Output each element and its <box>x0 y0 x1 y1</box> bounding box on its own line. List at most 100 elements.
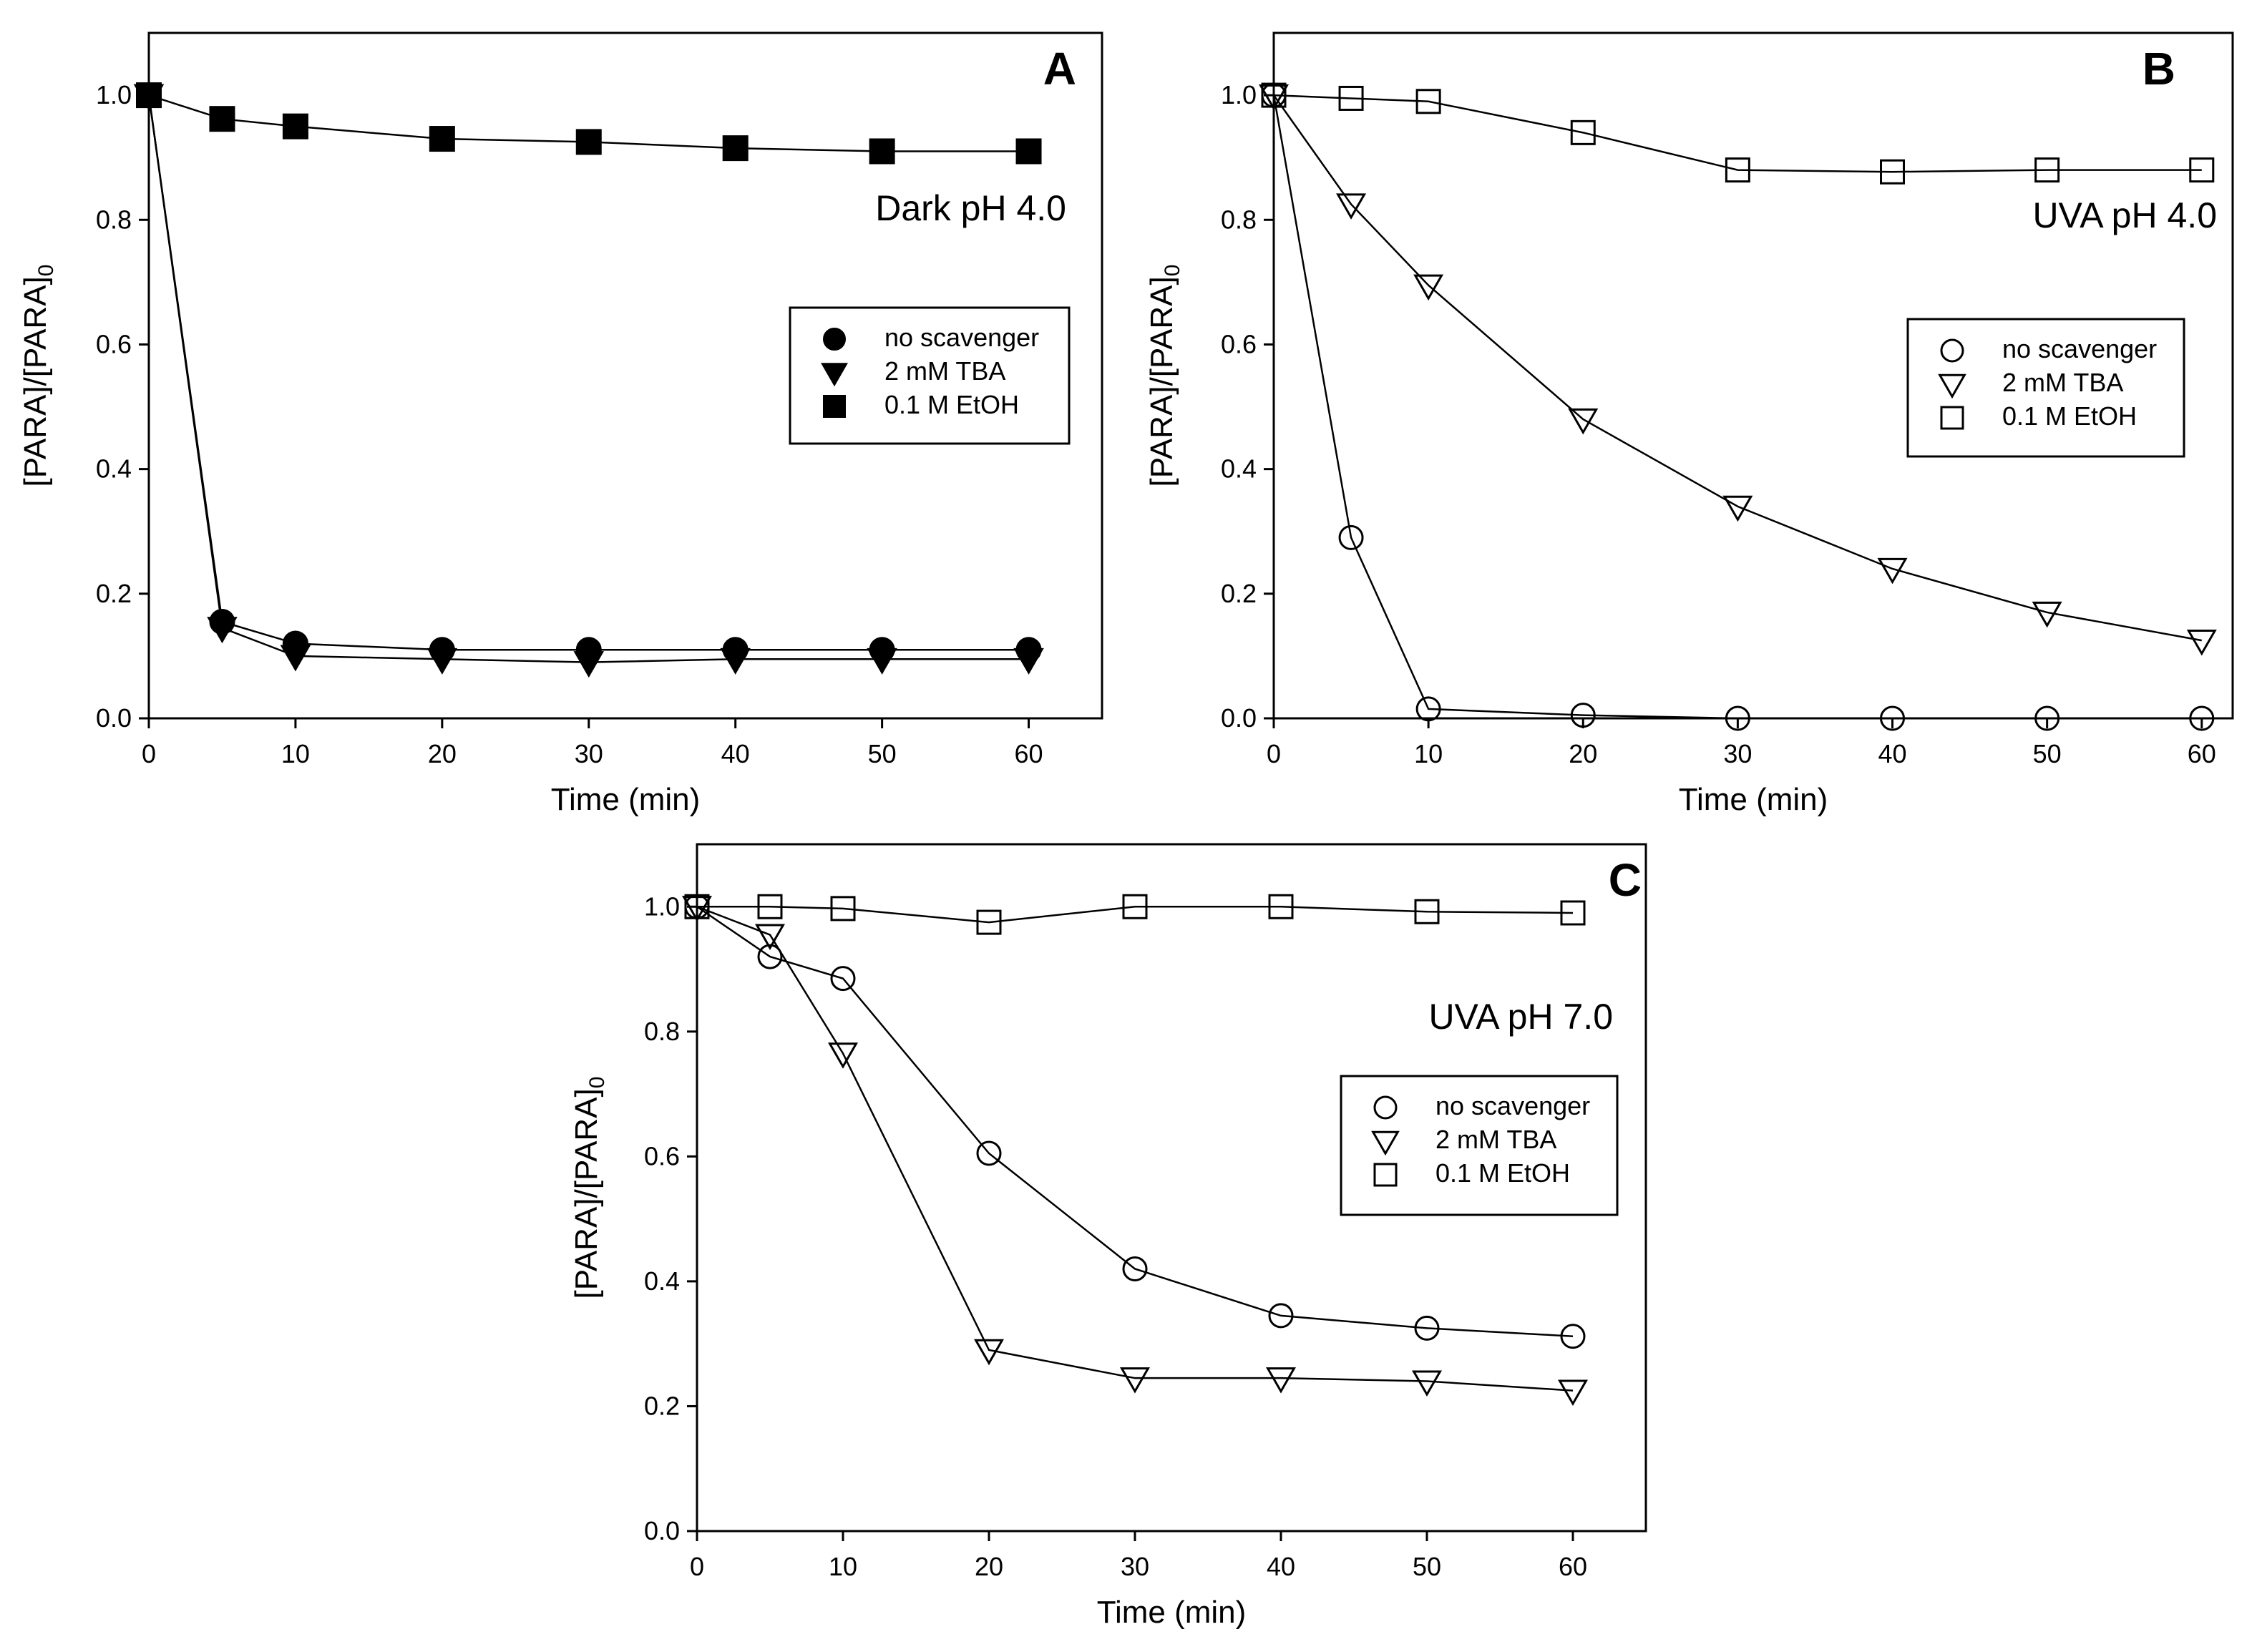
y-tick-label: 0.8 <box>96 205 132 234</box>
x-tick-label: 40 <box>1878 739 1906 768</box>
x-tick-label: 20 <box>1569 739 1597 768</box>
data-point <box>1261 82 1287 108</box>
y-axis-label-subscript: 0 <box>34 265 58 277</box>
x-tick-label: 40 <box>721 739 750 768</box>
series-no-scavenger <box>1261 82 2215 731</box>
x-axis-label: Time (min) <box>551 782 701 817</box>
y-tick-label: 0.8 <box>1221 205 1257 234</box>
data-point <box>426 647 458 675</box>
legend-marker <box>1373 1095 1398 1120</box>
legend-marker <box>1940 338 1964 363</box>
legend: no scavenger 2 mM TBA 0.1 M EtOH <box>1340 1075 1619 1216</box>
condition-label: UVA pH 7.0 <box>1428 997 1613 1037</box>
legend-marker <box>1373 1163 1398 1187</box>
data-point <box>682 896 712 922</box>
data-point <box>1722 495 1753 522</box>
series-line <box>1273 94 2202 173</box>
data-point <box>2034 157 2060 183</box>
legend-entry: 2 mM TBA <box>2002 368 2123 397</box>
data-point <box>1570 703 1596 728</box>
data-point <box>429 126 455 152</box>
data-point <box>974 1339 1004 1366</box>
y-tick-label: 0.2 <box>644 1391 680 1420</box>
data-point <box>722 135 749 162</box>
data-point <box>1268 1303 1294 1329</box>
series-line <box>696 906 1574 1392</box>
data-point <box>573 651 605 678</box>
data-point <box>869 138 895 165</box>
x-tick-label: 60 <box>2188 739 2216 768</box>
y-tick-label: 0.6 <box>96 329 132 358</box>
x-tick-label: 50 <box>1413 1552 1441 1581</box>
x-axis-label: Time (min) <box>1097 1595 1247 1630</box>
series-0-1-m-etoh <box>136 82 1042 165</box>
y-tick-label: 0.4 <box>644 1266 680 1296</box>
data-point <box>1560 900 1586 926</box>
data-point <box>1268 894 1294 919</box>
data-point <box>1336 193 1367 220</box>
legend-entry: no scavenger <box>884 323 1039 352</box>
series-2-mm-tba <box>1259 84 2217 656</box>
legend-entry: 2 mM TBA <box>884 356 1005 386</box>
x-tick-label: 0 <box>142 739 156 768</box>
x-tick-label: 60 <box>1015 739 1043 768</box>
data-point <box>1120 1367 1150 1394</box>
panel-letter: B <box>2143 43 2175 94</box>
data-point <box>757 944 783 969</box>
y-tick-label: 0.6 <box>644 1141 680 1170</box>
data-point <box>1725 157 1750 183</box>
y-tick-label: 0.0 <box>644 1516 680 1545</box>
legend-marker <box>823 395 846 418</box>
legend-marker <box>1940 406 1964 430</box>
data-point <box>1412 1370 1442 1397</box>
data-point <box>2189 705 2215 731</box>
data-point <box>1415 696 1441 722</box>
data-point <box>2186 630 2217 656</box>
data-point <box>1414 899 1440 924</box>
y-tick-label: 0.0 <box>96 703 132 733</box>
data-point <box>1013 647 1044 675</box>
panel-a: 0.0 0.2 0.4 0.6 0.8 1.0 0 10 20 30 40 50 60 Time (min… <box>18 31 1103 817</box>
data-point <box>976 1140 1002 1166</box>
x-tick-label: 30 <box>1121 1552 1149 1581</box>
data-point <box>684 894 710 919</box>
data-point <box>1725 705 1750 731</box>
data-point <box>2032 601 2062 628</box>
data-point <box>1015 138 1042 165</box>
condition-label: Dark pH 4.0 <box>875 188 1066 228</box>
legend-box <box>1906 318 2185 458</box>
y-tick-label: 1.0 <box>644 891 680 921</box>
x-tick-label: 0 <box>1267 739 1281 768</box>
legend-entry: 0.1 M EtOH <box>884 390 1019 419</box>
data-point <box>757 894 783 919</box>
plot-frame <box>147 31 1103 720</box>
data-point <box>1560 1324 1586 1349</box>
y-axis-label-subscript: 0 <box>585 1077 609 1089</box>
data-point <box>209 106 235 132</box>
y-tick-label: 0.8 <box>644 1017 680 1046</box>
legend: no scavenger 2 mM TBA 0.1 M EtOH <box>1906 318 2185 458</box>
data-point <box>1880 159 1906 185</box>
y-tick-label: 0.2 <box>96 579 132 608</box>
y-axis-label-main: [PARA]/[PARA] <box>1144 276 1179 487</box>
x-tick-label: 20 <box>428 739 457 768</box>
panel-letter: A <box>1043 43 1076 94</box>
series-line <box>696 906 1574 1337</box>
x-tick-label: 60 <box>1559 1552 1587 1581</box>
y-tick-label: 0.4 <box>96 454 132 484</box>
panel-letter: C <box>1609 854 1642 906</box>
series-line <box>697 906 1574 924</box>
legend-box <box>1340 1075 1619 1216</box>
data-point <box>830 896 856 922</box>
plot-frame <box>696 843 1647 1533</box>
legend-entry: 0.1 M EtOH <box>2002 401 2137 431</box>
x-tick-label: 50 <box>2033 739 2062 768</box>
data-point <box>280 645 311 672</box>
data-point <box>575 129 602 155</box>
panel-c: 0.0 0.2 0.4 0.6 0.8 1.0 0 10 20 30 40 50 60 Time (min… <box>569 843 1647 1630</box>
legend-entry: 2 mM TBA <box>1435 1125 1556 1154</box>
data-point <box>136 82 162 109</box>
series-line <box>1272 94 2202 720</box>
legend-entry: no scavenger <box>1435 1091 1590 1120</box>
x-tick-label: 10 <box>829 1552 857 1581</box>
